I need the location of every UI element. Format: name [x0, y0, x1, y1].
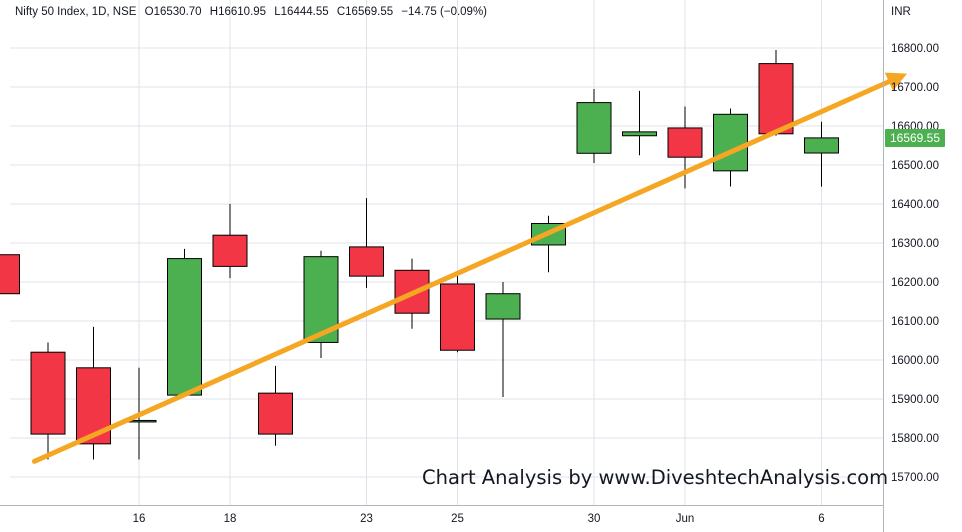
x-tick-label: 23 [360, 513, 373, 525]
candles [0, 49, 839, 460]
candle [167, 248, 202, 398]
candle-body [167, 258, 202, 396]
axes: 15700.00 15800.00 15900.00 16000.00 16100.00… [0, 0, 939, 532]
symbol-name: Nifty 50 Index, 1D, NSE [15, 6, 137, 18]
candle-body [30, 351, 66, 435]
candle-body [576, 102, 612, 154]
x-tick-label: Jun [676, 513, 695, 525]
candle [576, 88, 612, 164]
candle-body [804, 137, 839, 154]
candle-body [622, 131, 657, 137]
x-tick-label: 30 [588, 513, 601, 525]
candle-body [758, 63, 794, 135]
y-tick-label: 16200.00 [891, 277, 939, 289]
candle-body [440, 283, 475, 351]
open-value: O16530.70 [144, 6, 202, 18]
candle-body [212, 234, 248, 267]
candle [258, 365, 293, 446]
y-tick-label: 16500.00 [891, 160, 939, 172]
watermark-text: Chart Analysis by www.DiveshtechAnalysis… [422, 466, 889, 489]
x-tick-label: 6 [818, 513, 824, 525]
high-value: H16610.95 [209, 6, 267, 18]
candle [622, 90, 657, 156]
candle [212, 204, 248, 279]
low-value: L16444.55 [274, 6, 329, 18]
candle [30, 342, 66, 460]
candle [713, 108, 748, 187]
candle [667, 106, 703, 189]
trendline [31, 72, 908, 464]
y-tick-label: 16100.00 [891, 316, 939, 328]
y-tick-label: 16700.00 [891, 82, 939, 94]
candle-body [713, 113, 748, 172]
x-tick-label: 25 [451, 513, 464, 525]
y-tick-label: 15800.00 [891, 433, 939, 445]
candle [804, 121, 839, 187]
change-value: −14.75 (−0.09%) [401, 6, 487, 18]
candle [349, 198, 384, 288]
x-tick-label: 16 [133, 513, 146, 525]
candle-body [258, 392, 293, 435]
x-tick-label: 18 [224, 513, 237, 525]
candle [0, 254, 20, 295]
candle-body [485, 293, 521, 320]
y-tick-label: 15900.00 [891, 394, 939, 406]
last-price-tag: 16569.55 [885, 128, 945, 147]
candle-body [667, 127, 703, 158]
grid-lines [10, 0, 883, 505]
y-tick-label: 16000.00 [891, 355, 939, 367]
close-value: C16569.55 [336, 6, 394, 18]
candle-body [0, 254, 20, 295]
candle [440, 272, 475, 353]
y-tick-label: 16400.00 [891, 199, 939, 211]
trendline-arrow [31, 72, 908, 464]
candle [485, 282, 521, 398]
candle [758, 49, 794, 136]
currency-label: INR [891, 6, 911, 18]
symbol-legend: Nifty 50 Index, 1D, NSE O16530.70 H16610… [15, 6, 492, 18]
candle-body [349, 246, 384, 277]
y-tick-label: 16800.00 [891, 43, 939, 55]
y-tick-label: 15700.00 [891, 472, 939, 484]
candle [531, 215, 566, 273]
y-tick-label: 16300.00 [891, 238, 939, 250]
